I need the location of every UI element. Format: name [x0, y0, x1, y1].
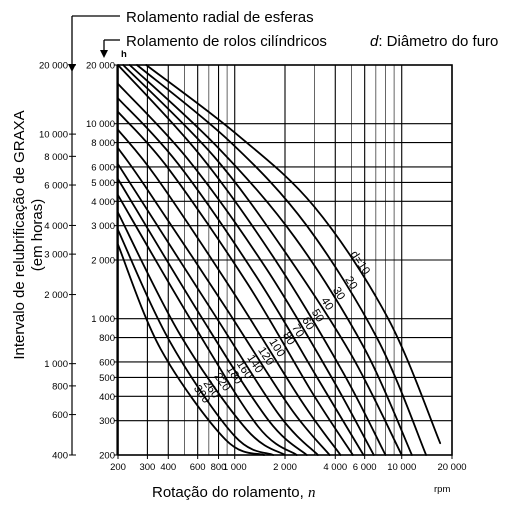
legend-diameter-text: : Diâmetro do furo [378, 33, 498, 50]
y-ball-tick-label: 3 000 [44, 250, 68, 261]
curve-label: 40 [318, 295, 335, 312]
y-ball-tick-label: 20 000 [39, 61, 68, 72]
y-roller-tick-label: 500 [99, 373, 115, 384]
plot-grid [117, 64, 453, 456]
curve-label: 60 [299, 315, 316, 332]
y-ball-tick-label: 1 000 [44, 359, 68, 370]
y-roller-tick-label: 6 000 [91, 162, 115, 173]
y-axis-title-line1: Intervalo de relubrificação de GRAXA [11, 110, 28, 359]
y-ball-tick-label: 800 [52, 381, 68, 392]
curve-30 [128, 64, 413, 456]
curve-120 [117, 147, 331, 456]
x-tick-label: 4 000 [323, 462, 347, 473]
legend-roller-arrow-icon [100, 50, 108, 58]
y-roller-tick-label: 400 [99, 392, 115, 403]
curve-70 [117, 97, 365, 456]
curve-20 [136, 64, 427, 456]
x-tick-label: 200 [110, 462, 126, 473]
y-roller-tick-label: 600 [99, 357, 115, 368]
curve-label: 70 [289, 322, 306, 339]
y-roller-tick-label: 20 000 [86, 61, 115, 72]
legend: Rolamento radial de esferas Rolamento de… [68, 9, 498, 72]
y-unit-label: h [121, 49, 127, 60]
curve-label: 80 [280, 330, 297, 347]
curve-260 [117, 229, 275, 456]
y-roller-tick-label: 5 000 [91, 178, 115, 189]
y-roller-tick-label: 1 000 [91, 314, 115, 325]
curve-300 [117, 243, 265, 456]
y-roller-tick-label: 2 000 [91, 256, 115, 267]
y-ball-tick-label: 600 [52, 410, 68, 421]
x-tick-label: 1 000 [223, 462, 247, 473]
curve-50 [117, 64, 387, 456]
y-axis-roller-ticks: 200 300 400 500 600 800 1 000 2 000 3 000 4 000 5 … [86, 61, 118, 462]
curve-d-10 [145, 64, 442, 445]
curve-140 [117, 163, 319, 456]
curve-100 [117, 128, 342, 456]
legend-roller-label: Rolamento de rolos cilíndricos [126, 33, 327, 50]
y-ball-tick-label: 400 [52, 451, 68, 462]
y-roller-tick-label: 200 [99, 451, 115, 462]
x-tick-label: 300 [139, 462, 155, 473]
x-axis-title-symbol: n [308, 485, 316, 501]
y-axis-ball-ticks: 400 600 800 1 000 2 000 3 000 4 000 6 000 8 000 1… [39, 61, 76, 462]
curve-220 [117, 211, 286, 456]
x-axis-title: Rotação do rolamento, n [152, 484, 315, 501]
y-ball-tick-label: 10 000 [39, 130, 68, 141]
curve-40 [122, 64, 403, 456]
x-tick-label: 6 000 [353, 462, 377, 473]
legend-diameter-note: d: Diâmetro do furo [370, 33, 498, 50]
legend-diameter-symbol: d [370, 33, 379, 50]
y-ball-tick-label: 6 000 [44, 181, 68, 192]
x-tick-label: 400 [160, 462, 176, 473]
y-roller-tick-label: 4 000 [91, 197, 115, 208]
curve-180 [117, 194, 298, 456]
x-tick-label: 2 000 [273, 462, 297, 473]
curve-80 [117, 111, 354, 456]
y-ball-tick-label: 8 000 [44, 152, 68, 163]
curve-labels: d=10203040506070801001201401601802202603… [191, 249, 372, 406]
curve-60 [117, 83, 375, 456]
x-axis-title-text: Rotação do rolamento, [152, 484, 308, 501]
curve-160 [117, 178, 308, 456]
y-roller-tick-label: 10 000 [86, 119, 115, 130]
y-roller-tick-label: 3 000 [91, 221, 115, 232]
curve-label: 20 [342, 275, 359, 292]
x-tick-label: 10 000 [387, 462, 416, 473]
y-axis-title-line2: (em horas) [29, 199, 46, 272]
legend-ball-label: Rolamento radial de esferas [126, 9, 314, 26]
y-roller-tick-label: 8 000 [91, 138, 115, 149]
x-tick-label: 800 [211, 462, 227, 473]
y-ball-tick-label: 2 000 [44, 290, 68, 301]
x-tick-label: 600 [190, 462, 206, 473]
y-ball-tick-label: 4 000 [44, 221, 68, 232]
curves [117, 64, 442, 456]
x-tick-label: 20 000 [437, 462, 466, 473]
curve-label: 30 [330, 285, 347, 302]
curve-label: 50 [309, 307, 326, 324]
x-unit-label: rpm [434, 484, 450, 495]
y-roller-tick-label: 300 [99, 416, 115, 427]
y-roller-tick-label: 800 [99, 333, 115, 344]
